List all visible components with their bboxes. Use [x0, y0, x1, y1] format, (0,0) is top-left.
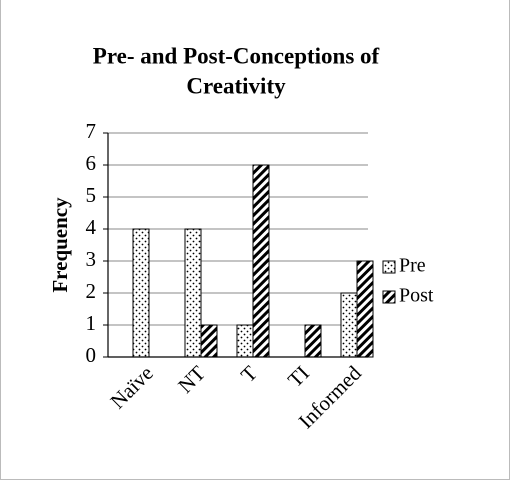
- y-tick-label: 5: [86, 183, 97, 207]
- y-tick-label: 7: [86, 119, 97, 143]
- chart-title: Pre- and Post-Conceptions of: [93, 43, 380, 68]
- y-axis-label: Frequency: [48, 197, 72, 293]
- y-tick-label: 2: [86, 279, 97, 303]
- bar: [184, 228, 202, 358]
- legend-swatch: [382, 260, 396, 274]
- bar: [200, 324, 218, 358]
- bar: [236, 324, 254, 358]
- bar: [356, 260, 374, 358]
- y-tick-label: 1: [86, 311, 97, 335]
- legend-label: Pre: [399, 255, 426, 277]
- y-tick-label: 0: [86, 343, 97, 367]
- y-tick-label: 4: [86, 215, 97, 239]
- bar: [304, 324, 322, 358]
- legend-label: Post: [399, 285, 434, 307]
- legend-swatch: [382, 290, 396, 304]
- y-tick-label: 3: [86, 247, 97, 271]
- chart-title: Creativity: [186, 73, 286, 98]
- bar: [132, 228, 150, 358]
- bar: [340, 292, 358, 358]
- bar: [252, 164, 270, 358]
- y-tick-label: 6: [86, 151, 97, 175]
